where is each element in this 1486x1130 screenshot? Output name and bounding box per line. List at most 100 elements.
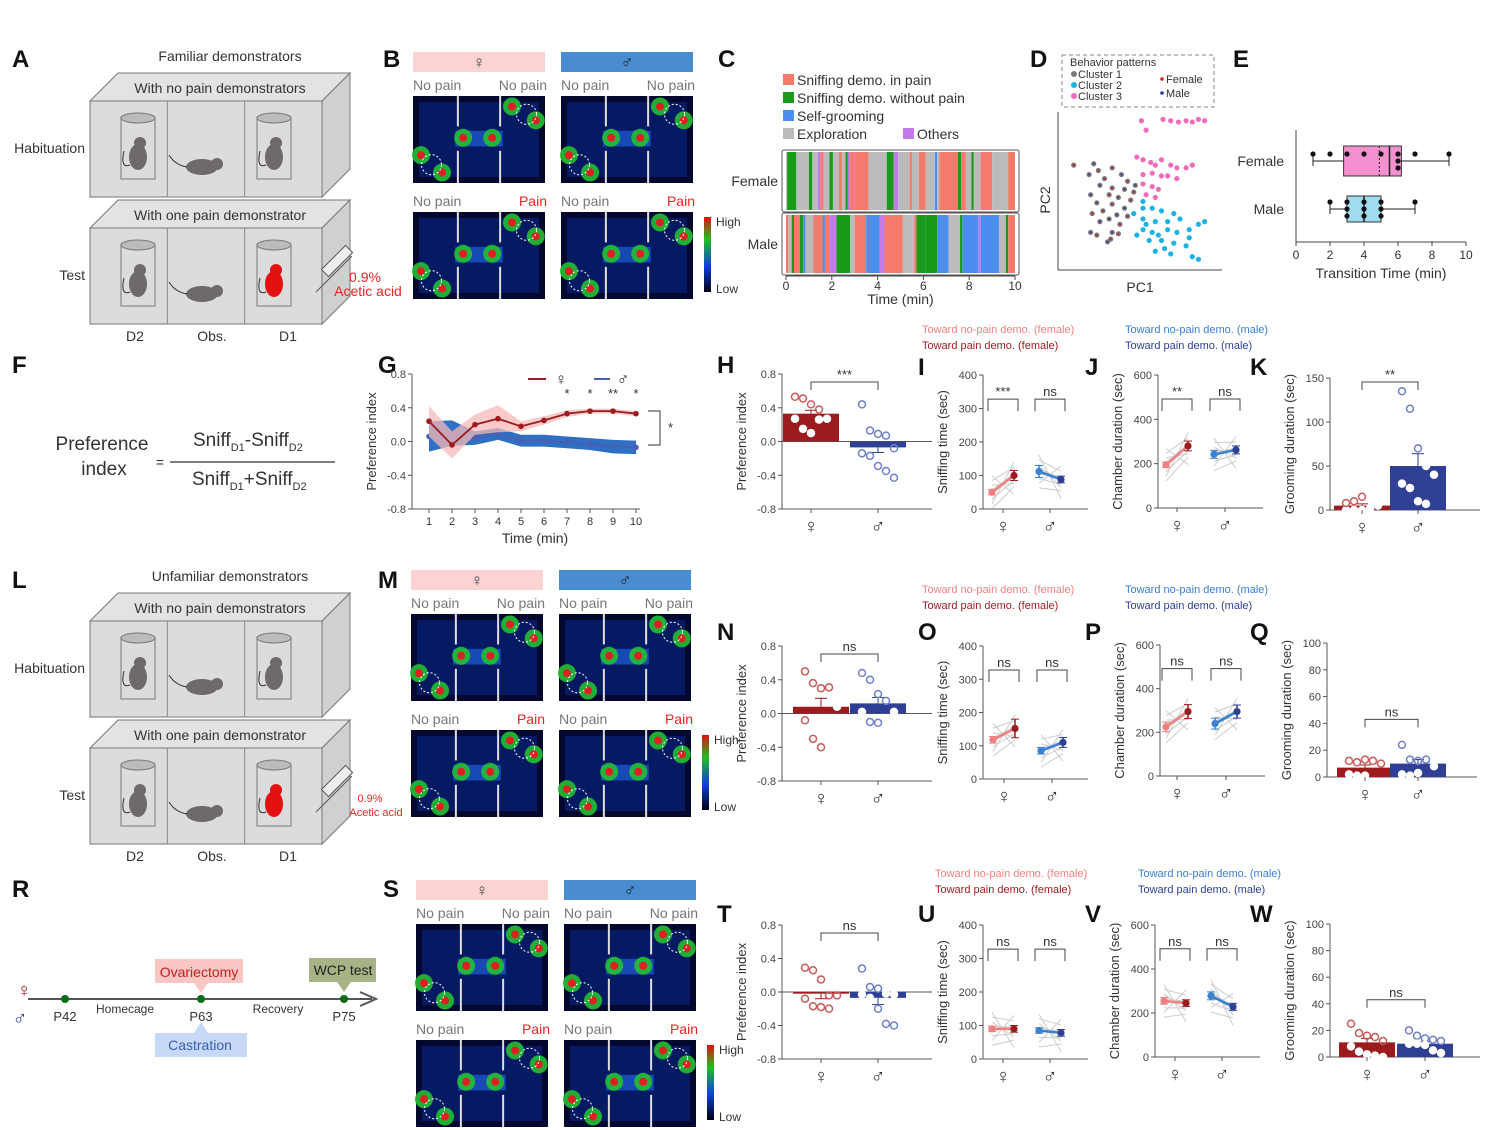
heatmap-peak: [562, 669, 571, 678]
heatmap-tile: [557, 730, 691, 817]
cage-lid: [256, 632, 292, 644]
heatmap-tile: [562, 1040, 696, 1127]
data-point: [865, 993, 875, 1003]
ethogram-segment: [866, 215, 880, 273]
legend-male-no-pain: Toward no-pain demo. (male): [1125, 324, 1268, 336]
data-point: [806, 428, 816, 438]
heatmap-peak: [511, 1046, 519, 1055]
scatter-point: [1140, 157, 1146, 163]
scatter-point: [1152, 194, 1158, 201]
panel-p-paired-chart: 0 200 400 600 Chamber duration (sec) ns ns ♀ ♂: [1112, 640, 1265, 805]
legend-marker: [1071, 82, 1077, 88]
significance-bracket: [820, 653, 879, 662]
mean-line: [1165, 710, 1189, 728]
scatter-point: [1140, 205, 1146, 211]
legend-label: Male: [1166, 88, 1190, 100]
cage-marker-d1: [667, 1047, 689, 1069]
y-axis-label: Preference index: [364, 392, 379, 491]
y-tick-label: 200: [959, 987, 977, 999]
scatter-point: [1149, 205, 1155, 211]
data-point: [1395, 151, 1401, 157]
y-tick-label: 0: [971, 504, 977, 516]
female-tick-label: ♀: [1168, 1064, 1183, 1086]
heatmap-peak: [656, 102, 664, 111]
female-tick-label: ♀: [1355, 517, 1370, 539]
ethogram-segment: [808, 152, 813, 210]
scatter-point: [1195, 116, 1202, 122]
significance-bracket: [1209, 398, 1241, 411]
y-tick-label: 0.4: [391, 403, 406, 415]
apparatus-caption: With one pain demonstrator: [134, 727, 306, 743]
significance-star: *: [587, 386, 592, 401]
formula-term: SniffD1-SniffD2: [193, 430, 303, 454]
data-point: [865, 717, 875, 727]
formula-subscript: D1: [231, 442, 245, 454]
scatter-sex-marker: [1111, 187, 1114, 189]
female-header-bar: [413, 52, 545, 72]
y-tick-label: 0: [1146, 503, 1152, 515]
mouse-body: [265, 791, 283, 817]
female-symbol: ♀: [473, 53, 486, 72]
sniff-legend: Toward no-pain demo. (female) Toward pain…: [935, 868, 1281, 896]
ethogram-segment: [799, 215, 804, 273]
data-point: [1361, 199, 1367, 205]
scatter-point: [1174, 165, 1180, 171]
cage-lid: [256, 759, 292, 771]
data-point: [1395, 158, 1401, 164]
cage-marker-d2: [423, 1098, 445, 1120]
heatmap-peak: [491, 961, 500, 970]
heatmap-peak: [438, 284, 447, 293]
data-point: [873, 689, 883, 699]
male-tick-label: ♂: [1215, 1064, 1230, 1086]
male-tick-label: ♂: [871, 788, 886, 810]
ethogram-segment: [803, 215, 806, 273]
heatmap-peak: [529, 634, 538, 643]
heatmap-label-right: No pain: [645, 595, 693, 611]
castration-callout: [155, 1022, 247, 1057]
syringe-needle: [315, 775, 353, 813]
scatter-sex-marker: [1072, 164, 1075, 167]
data-point: [814, 405, 824, 414]
mouse-body: [186, 286, 218, 302]
cage-marker-d1: [662, 737, 684, 759]
data-point: [1310, 151, 1316, 157]
observer-mouse: [168, 154, 223, 175]
scatter-point: [1140, 181, 1146, 187]
mean-line: [1163, 999, 1187, 1005]
scatter-point: [1195, 221, 1202, 227]
data-point: [816, 1002, 826, 1012]
mouse-tail: [122, 670, 131, 687]
y-tick-label: 200: [1136, 727, 1154, 739]
y-tick-label: 50: [1312, 461, 1324, 473]
injection-dose: 0.9%: [357, 793, 382, 805]
syringe-icon: [320, 244, 354, 278]
heatmap-label-left: No pain: [561, 193, 609, 209]
x-axis-label: Transition Time (min): [1316, 265, 1447, 281]
data-point: [1361, 206, 1367, 212]
panel-q-bar-chart: 0 20 40 60 80 100 Grooming duration (sec) ♀ ♂ ns: [1279, 638, 1477, 806]
x-tick-label: 0: [783, 279, 790, 293]
data-point: [790, 414, 800, 423]
scatter-point: [1165, 219, 1171, 225]
ethogram-segment: [998, 215, 1006, 273]
female-sem-band: [429, 405, 636, 459]
heatmap-peak: [531, 232, 540, 241]
ethogram-segment: [786, 215, 789, 273]
individual-line: [1165, 456, 1189, 482]
data-point: [1362, 1031, 1372, 1040]
heatmap-peak: [488, 133, 497, 142]
panel-w-bar-chart: 0 20 40 60 80 100 Grooming duration (sec) ♀ ♂ ns: [1282, 919, 1480, 1086]
data-point: [832, 991, 842, 1000]
data-point: [824, 991, 834, 1000]
individual-line: [1210, 1011, 1234, 1019]
data-point: [1412, 1039, 1422, 1048]
x-axis-label: PC1: [1126, 279, 1153, 295]
y-tick-label: 0.0: [761, 437, 776, 449]
female-tick-label: ♀: [996, 1066, 1011, 1088]
data-point: [1421, 755, 1431, 764]
mean-line: [1213, 448, 1237, 456]
scatter-point: [1134, 232, 1140, 238]
heatmap-label-pain: Pain: [517, 711, 545, 727]
panel-i-paired-chart: 0 100 200 300 400 Sniffing time (sec) *** ns ♀ ♂: [935, 370, 1088, 538]
